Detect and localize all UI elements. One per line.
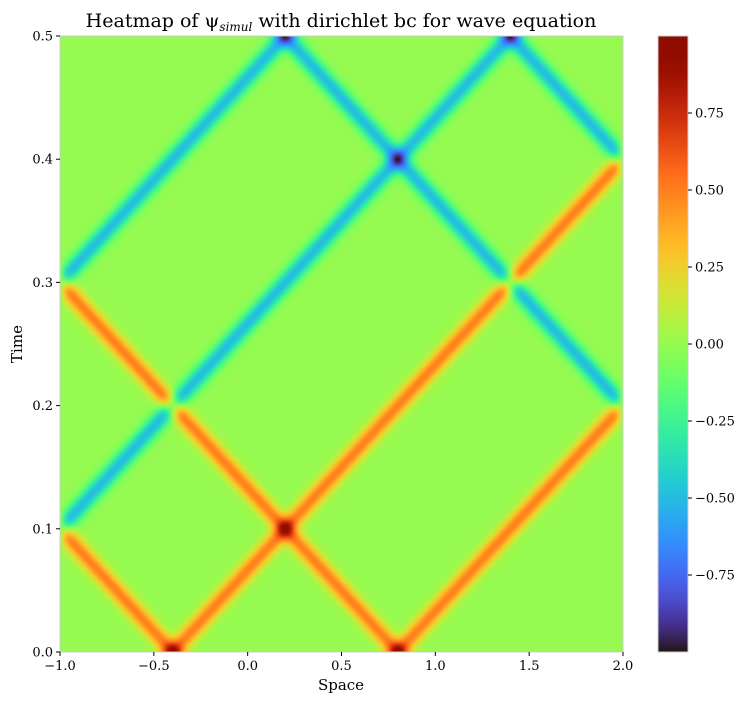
x-tick-label: 0.5 [331, 659, 352, 674]
title-rest: with dirichlet bc for wave equation [252, 10, 596, 32]
x-tick-label: 1.0 [425, 659, 446, 674]
chart-title: Heatmap of ψsimul with dirichlet bc for … [86, 10, 597, 34]
colorbar-tick-label: −0.25 [695, 415, 735, 430]
x-axis-label: Space [318, 676, 364, 694]
x-axis-ticks: −1.0 −0.5 0.0 0.5 1.0 1.5 2.0 [44, 652, 633, 674]
x-tick-label: 0.0 [237, 659, 258, 674]
x-tick-label: 1.5 [519, 659, 540, 674]
y-axis-ticks: 0.0 0.1 0.2 0.3 0.4 0.5 [32, 30, 60, 661]
x-tick-label: −1.0 [44, 659, 76, 674]
y-tick-label: 0.0 [32, 646, 53, 661]
heatmap-image [60, 36, 623, 652]
y-tick-label: 0.3 [32, 276, 53, 291]
y-tick-label: 0.1 [32, 522, 53, 537]
colorbar-tick-label: 0.00 [695, 338, 724, 353]
colorbar-ticks: −0.75 −0.50 −0.25 0.00 0.25 0.50 0.75 [688, 107, 735, 584]
y-tick-label: 0.4 [32, 153, 53, 168]
x-tick-label: −0.5 [138, 659, 170, 674]
x-tick-label: 2.0 [613, 659, 634, 674]
y-tick-label: 0.2 [32, 399, 53, 414]
colorbar-tick-label: 0.50 [695, 184, 724, 199]
y-tick-label: 0.5 [32, 30, 53, 45]
colorbar-tick-label: −0.50 [695, 492, 735, 507]
colorbar-tick-label: 0.25 [695, 261, 724, 276]
y-axis-label: Time [8, 325, 26, 363]
title-main: Heatmap of ψ [86, 10, 220, 32]
colorbar-tick-label: −0.75 [695, 569, 735, 584]
colorbar-tick-label: 0.75 [695, 107, 724, 122]
colorbar-gradient [658, 36, 688, 652]
title-subscript: simul [219, 20, 252, 34]
